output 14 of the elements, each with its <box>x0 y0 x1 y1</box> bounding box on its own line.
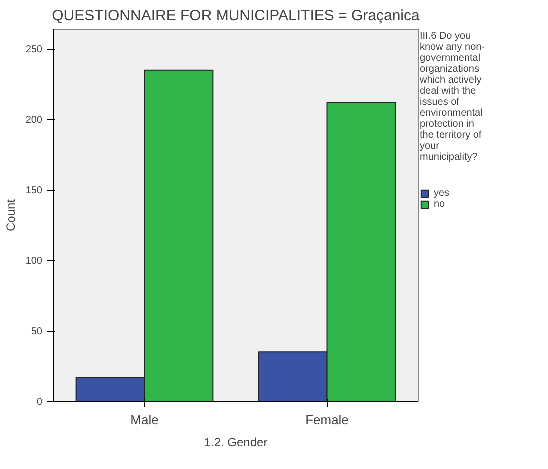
text: III.6 Do you know any non-governmental organizations which actively deal with the issues of environmental protection in the territory of your municipality? <box>420 31 486 163</box>
y-tick-label: 0 <box>36 397 43 408</box>
x-axis-title: 1.2. Gender <box>204 436 268 450</box>
x-tick-label: Female <box>306 412 349 428</box>
y-tick-label: 50 <box>31 326 43 338</box>
chart-title: QUESTIONNAIRE FOR MUNICIPALITIES = Graçanica <box>52 8 421 24</box>
legend-label: yes <box>434 188 451 199</box>
y-axis-title: Count <box>4 198 18 232</box>
x-tick-label: Male <box>130 412 159 428</box>
y-tick-label: 200 <box>26 115 43 126</box>
y-tick-label: 100 <box>26 256 43 268</box>
y-tick-label: 250 <box>26 44 43 56</box>
y-tick-label: 150 <box>26 186 43 197</box>
legend-label: no <box>434 199 446 210</box>
